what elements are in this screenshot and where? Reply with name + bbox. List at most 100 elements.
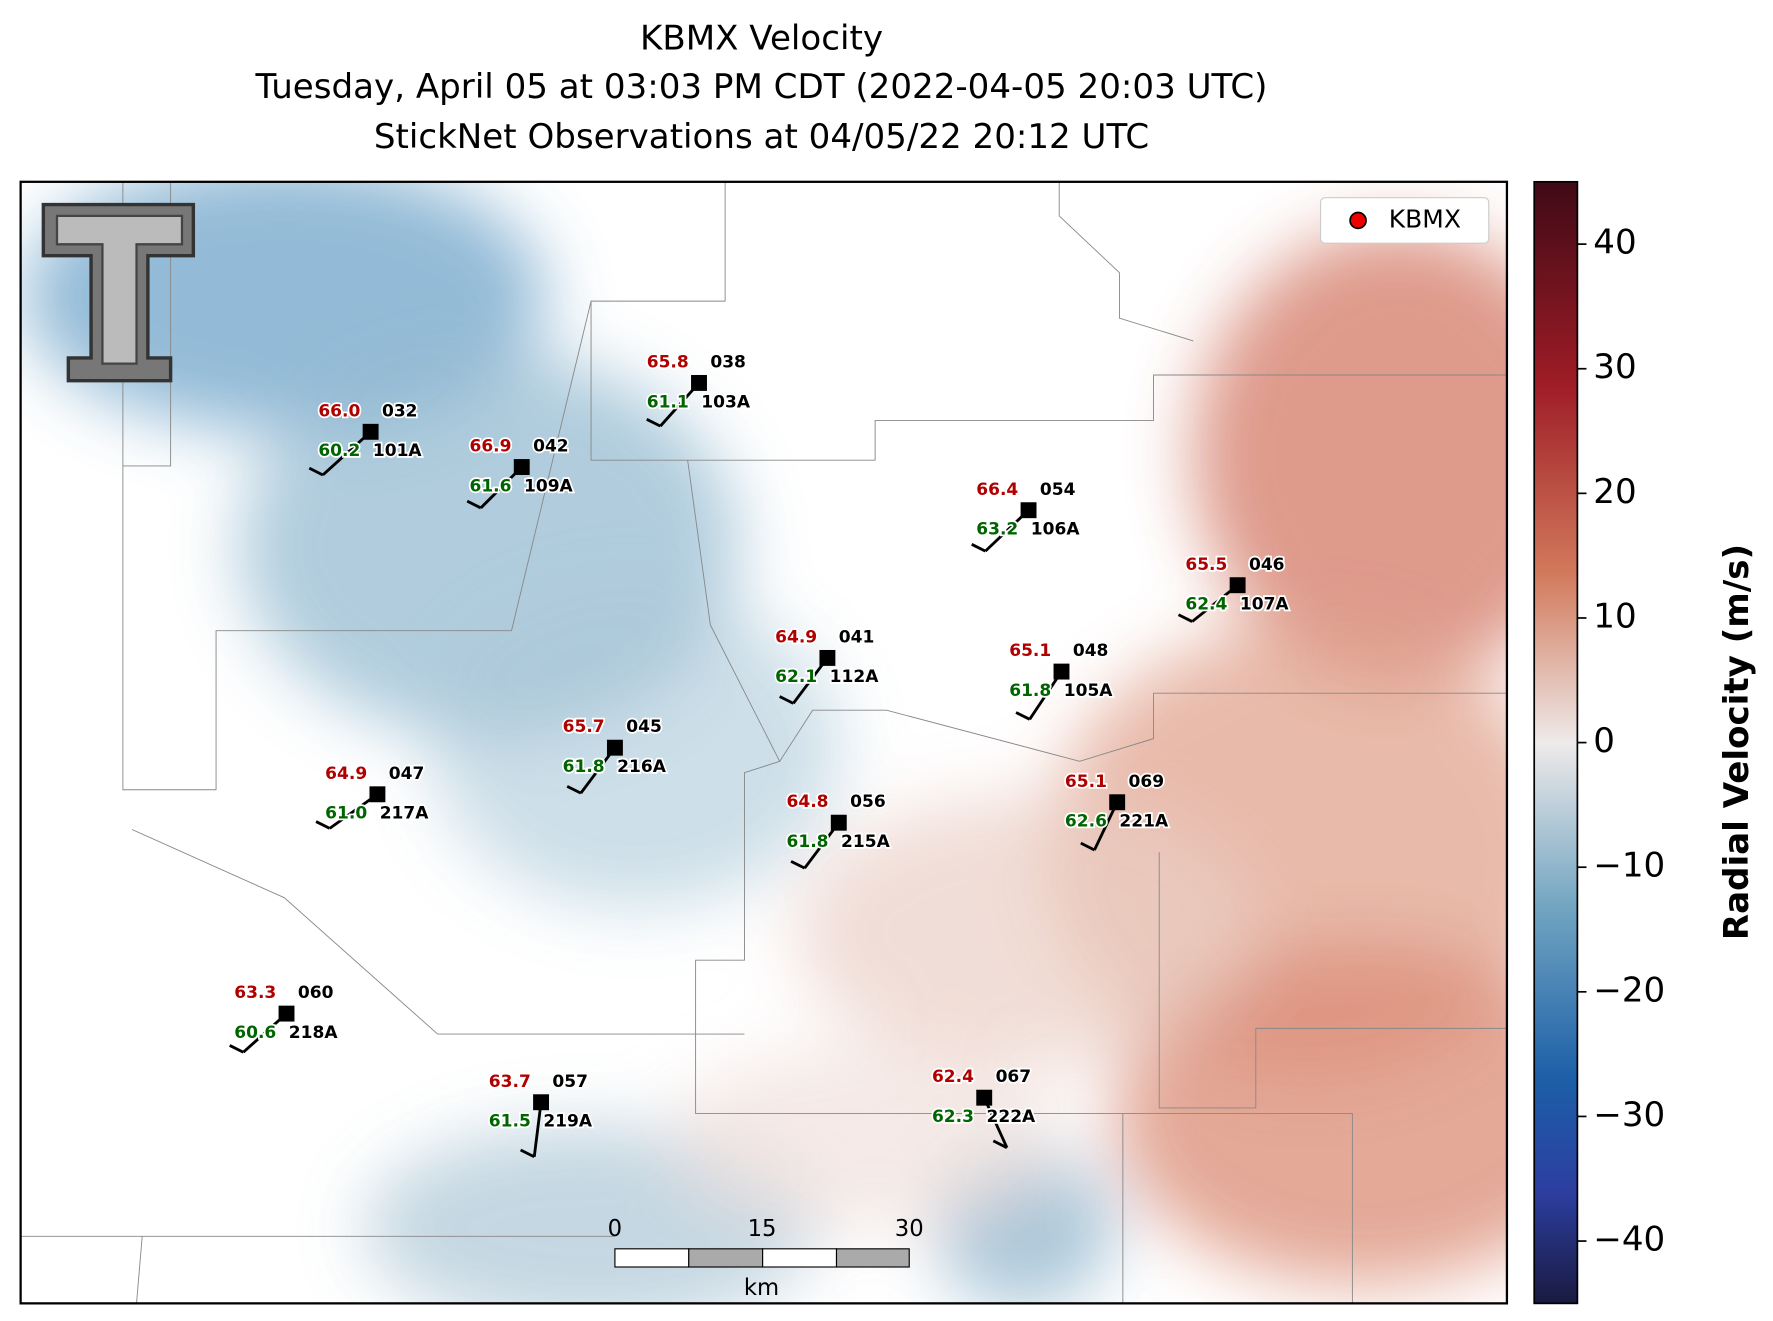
station: 65.7 045 61.8 216A [561, 716, 668, 795]
station-id: 103A [701, 392, 751, 412]
colorbar-tick-label: −20 [1593, 970, 1665, 1010]
station-marker [533, 1094, 550, 1111]
dewpoint: 61.1 [647, 392, 689, 412]
wind-barb-flag [790, 860, 806, 870]
wind-barb [532, 1102, 543, 1157]
station: 65.5 046 62.4 107A [1177, 553, 1291, 623]
station-marker [691, 374, 707, 391]
station-id: 105A [1064, 681, 1114, 701]
wind-code: 032 [382, 401, 418, 421]
wind-barb-flag [646, 418, 662, 428]
colorbar-tick-label: −30 [1593, 1095, 1665, 1135]
colorbar-tick-label: 20 [1593, 472, 1636, 512]
station-id: 112A [830, 667, 880, 687]
title-line: StickNet Observations at 04/05/22 20:12 … [374, 117, 1149, 157]
dewpoint: 61.0 [325, 804, 367, 824]
scale-tick-label: 30 [895, 1216, 924, 1242]
station-marker [513, 459, 530, 475]
colorbar [1533, 180, 1579, 1305]
station-id: 101A [373, 441, 423, 461]
station: 62.4 067 62.3 222A [930, 1066, 1038, 1149]
station-marker [976, 1089, 993, 1106]
station: 66.4 054 63.2 106A [971, 478, 1082, 553]
colorbar-label: Radial Velocity (m/s) [1717, 544, 1757, 940]
station: 63.7 057 61.5 219A [487, 1070, 595, 1159]
dewpoint: 62.6 [1065, 812, 1107, 832]
station: 65.1 048 61.8 105A [1008, 639, 1115, 721]
scale-bar: km [614, 1248, 910, 1301]
wind-barb-flag [992, 1139, 1008, 1149]
dewpoint: 61.8 [1009, 681, 1051, 701]
station-marker [278, 1005, 295, 1022]
station-marker [1053, 663, 1070, 680]
station-id: 218A [289, 1023, 339, 1043]
wind-code: 046 [1249, 555, 1285, 575]
temperature: 64.9 [775, 627, 817, 647]
station: 65.8 038 61.1 103A [645, 351, 753, 428]
temperature: 63.3 [234, 983, 276, 1003]
temperature: 66.4 [976, 480, 1018, 500]
wind-barb-flag [1080, 841, 1096, 852]
station-marker [1229, 577, 1246, 594]
station: 64.9 041 62.1 112A [773, 626, 881, 705]
station-id: 217A [380, 804, 430, 824]
temperature: 65.1 [1009, 641, 1051, 661]
map-frame [19, 180, 1509, 1305]
colorbar-tick-label: 10 [1593, 596, 1636, 636]
station-marker [1020, 502, 1037, 519]
wind-code: 057 [552, 1072, 588, 1092]
colorbar-tick-label: 30 [1593, 347, 1636, 387]
dewpoint: 61.8 [563, 757, 605, 777]
scale-unit: km [744, 1275, 779, 1301]
temperature: 65.8 [647, 352, 689, 372]
dewpoint: 63.2 [976, 520, 1018, 540]
wind-code: 048 [1073, 641, 1109, 661]
wind-barb-flag [1177, 613, 1193, 623]
dewpoint: 62.3 [932, 1107, 974, 1127]
wind-code: 042 [533, 437, 569, 457]
temperature: 64.8 [787, 792, 829, 812]
logo [41, 202, 196, 383]
station: 66.0 032 60.2 101A [308, 400, 424, 477]
station-id: 216A [617, 757, 667, 777]
wind-barb-flag [566, 785, 582, 795]
temperature: 65.1 [1065, 772, 1107, 792]
station-marker [830, 814, 847, 831]
station: 64.9 047 61.0 217A [315, 762, 431, 830]
temperature: 66.0 [318, 401, 360, 421]
station: 63.3 060 60.6 218A [229, 981, 340, 1054]
colorbar-tick-label: −40 [1593, 1220, 1665, 1260]
wind-code: 067 [996, 1067, 1032, 1087]
legend-marker [1349, 211, 1367, 230]
wind-barb-flag [315, 820, 331, 830]
legend: KBMX [1320, 197, 1490, 244]
station-id: 222A [986, 1107, 1036, 1127]
wind-code: 047 [389, 764, 425, 784]
station-marker [606, 739, 623, 756]
scale-tick-label: 15 [748, 1216, 777, 1242]
station-id: 109A [524, 476, 574, 496]
station-marker [362, 423, 379, 440]
wind-barb [982, 1097, 1009, 1149]
station: 65.1 069 62.6 221A [1063, 770, 1171, 852]
dewpoint: 62.1 [775, 667, 817, 687]
wind-barb-flag [779, 695, 794, 705]
colorbar-tick-label: 0 [1593, 721, 1615, 761]
station-id: 106A [1031, 520, 1081, 540]
station: 66.9 042 61.6 109A [466, 435, 575, 510]
wind-barb-flag [466, 499, 482, 510]
temperature: 65.5 [1185, 555, 1227, 575]
station: 64.8 056 61.8 215A [785, 791, 892, 870]
dewpoint: 61.5 [489, 1112, 531, 1132]
wind-barb-flag [229, 1044, 244, 1054]
dewpoint: 60.6 [234, 1023, 276, 1043]
title-line: KBMX Velocity [640, 18, 883, 58]
station-marker [1109, 794, 1126, 811]
title-line: Tuesday, April 05 at 03:03 PM CDT (2022-… [255, 67, 1268, 107]
wind-code: 045 [626, 717, 662, 737]
dewpoint: 60.2 [318, 441, 360, 461]
wind-barb-flag [1015, 711, 1031, 721]
station-id: 221A [1119, 812, 1169, 832]
colorbar-tick-label: 40 [1593, 223, 1636, 263]
